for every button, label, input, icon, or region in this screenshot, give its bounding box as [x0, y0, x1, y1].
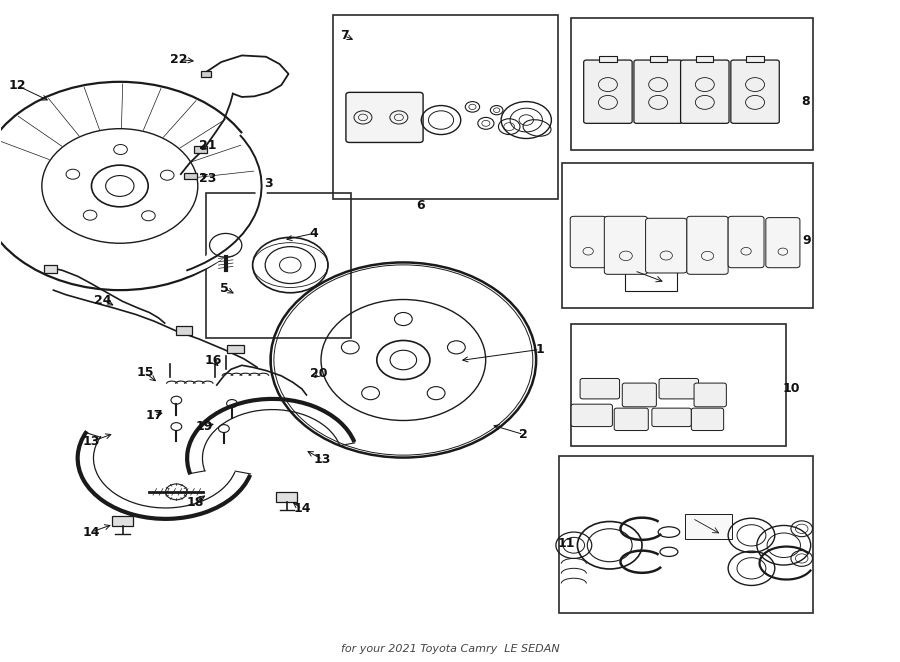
Bar	[184, 173, 197, 179]
Bar	[176, 326, 193, 335]
Text: 18: 18	[186, 496, 204, 509]
Text: 22: 22	[170, 53, 188, 66]
Text: 11: 11	[558, 537, 575, 549]
FancyBboxPatch shape	[728, 216, 764, 267]
FancyBboxPatch shape	[766, 218, 800, 267]
Text: 10: 10	[782, 382, 800, 395]
Text: 6: 6	[416, 199, 425, 213]
Bar	[599, 56, 616, 62]
FancyBboxPatch shape	[652, 408, 691, 426]
Text: 14: 14	[293, 502, 310, 516]
Text: 19: 19	[195, 420, 212, 433]
Text: 24: 24	[94, 293, 112, 307]
FancyBboxPatch shape	[614, 408, 648, 430]
FancyBboxPatch shape	[622, 383, 656, 407]
Text: 13: 13	[314, 453, 331, 466]
Text: 3: 3	[265, 177, 273, 191]
Text: 20: 20	[310, 367, 328, 381]
Bar	[560, 456, 814, 613]
FancyBboxPatch shape	[571, 216, 606, 267]
Bar	[650, 56, 667, 62]
FancyBboxPatch shape	[346, 93, 423, 142]
FancyBboxPatch shape	[659, 379, 698, 399]
Text: 5: 5	[220, 281, 229, 295]
FancyBboxPatch shape	[584, 60, 632, 123]
Text: 21: 21	[199, 139, 217, 152]
Bar	[112, 516, 133, 526]
Text: 1: 1	[536, 343, 544, 356]
Bar	[206, 193, 351, 338]
Text: 13: 13	[83, 435, 100, 448]
Bar	[44, 265, 57, 273]
Bar	[194, 146, 207, 153]
FancyBboxPatch shape	[691, 408, 724, 430]
Text: 12: 12	[9, 79, 26, 92]
Text: 16: 16	[204, 354, 221, 367]
FancyBboxPatch shape	[687, 216, 728, 274]
Bar	[685, 514, 732, 539]
FancyBboxPatch shape	[731, 60, 779, 123]
FancyBboxPatch shape	[645, 218, 687, 273]
Bar	[572, 324, 787, 446]
Text: 9: 9	[803, 234, 812, 246]
Bar	[697, 56, 714, 62]
Bar	[625, 261, 677, 291]
Bar	[276, 492, 298, 502]
Bar	[572, 18, 814, 150]
Text: 23: 23	[199, 171, 216, 185]
Bar	[333, 15, 558, 199]
Text: 2: 2	[519, 428, 528, 441]
Text: 8: 8	[801, 95, 810, 108]
FancyBboxPatch shape	[680, 60, 729, 123]
Text: for your 2021 Toyota Camry  LE SEDAN: for your 2021 Toyota Camry LE SEDAN	[340, 644, 560, 654]
FancyBboxPatch shape	[580, 379, 619, 399]
Bar	[562, 163, 814, 308]
Text: 7: 7	[340, 29, 348, 42]
Text: 15: 15	[136, 366, 154, 379]
FancyBboxPatch shape	[634, 60, 682, 123]
Text: 4: 4	[310, 227, 318, 240]
Bar	[228, 345, 244, 354]
Bar	[746, 56, 764, 62]
Text: 14: 14	[83, 526, 100, 539]
FancyBboxPatch shape	[604, 216, 647, 274]
FancyBboxPatch shape	[694, 383, 726, 407]
Text: 17: 17	[145, 409, 163, 422]
FancyBboxPatch shape	[572, 404, 612, 426]
Bar	[201, 71, 212, 77]
